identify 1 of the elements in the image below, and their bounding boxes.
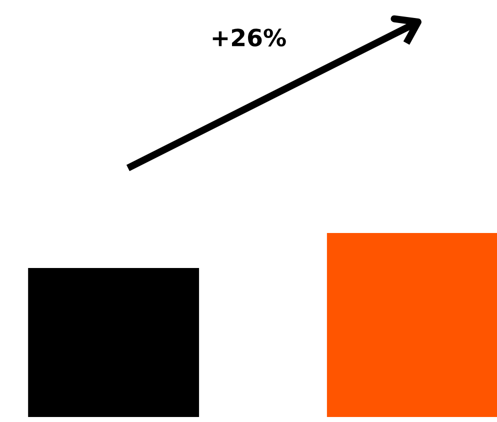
text: +26% [212, 28, 286, 46]
